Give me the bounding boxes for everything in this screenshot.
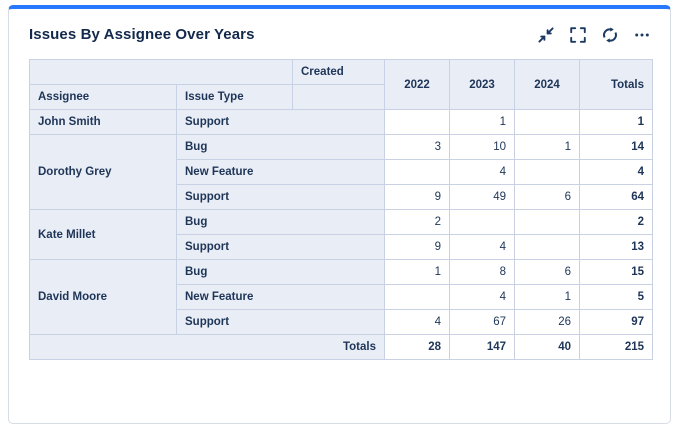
value-cell: 9	[384, 234, 450, 260]
pivot-table: Created 2022 2023 2024 Totals Assignee I…	[29, 59, 653, 360]
assignee-cell[interactable]: David Moore	[29, 259, 177, 335]
more-options-icon[interactable]	[633, 26, 650, 43]
table-row: John Smith Support 1 1	[29, 109, 653, 135]
value-cell: 1	[384, 259, 450, 285]
issue-type-cell[interactable]: New Feature	[176, 284, 385, 310]
assignee-cell[interactable]: Dorothy Grey	[29, 134, 177, 210]
table-row: New Feature 4 1 5	[30, 284, 653, 310]
table-row: David Moore Bug 1 8 6 15	[29, 259, 653, 335]
value-cell	[514, 209, 580, 235]
grand-total-cell: 215	[579, 334, 653, 360]
row-total-cell: 4	[579, 159, 653, 185]
fullscreen-icon[interactable]	[569, 26, 586, 43]
row-total-cell: 2	[579, 209, 653, 235]
assignee-cell[interactable]: John Smith	[29, 109, 177, 135]
value-cell	[384, 284, 450, 310]
column-header-row: Created 2022 2023 2024 Totals	[29, 59, 653, 110]
assignee-dimension-header[interactable]: Assignee	[29, 84, 177, 110]
value-cell: 3	[384, 134, 450, 160]
value-cell: 4	[449, 234, 515, 260]
value-cell: 4	[449, 159, 515, 185]
issue-type-cell[interactable]: Bug	[176, 209, 385, 235]
table-row: Support 9 49 6 64	[30, 184, 653, 210]
column-dimension-header[interactable]: Created	[292, 59, 385, 85]
value-cell: 4	[449, 284, 515, 310]
value-cell: 10	[449, 134, 515, 160]
table-row: Dorothy Grey Bug 3 10 1 14	[29, 134, 653, 210]
issue-type-cell[interactable]: Support	[176, 309, 385, 335]
value-cell: 6	[514, 184, 580, 210]
value-cell: 6	[514, 259, 580, 285]
issue-type-cell[interactable]: Support	[176, 109, 385, 135]
issue-type-dimension-header[interactable]: Issue Type	[176, 84, 293, 110]
blank-header-cell	[292, 84, 385, 110]
value-cell: 67	[449, 309, 515, 335]
value-cell: 9	[384, 184, 450, 210]
value-cell	[384, 109, 450, 135]
value-cell	[449, 209, 515, 235]
value-cell: 1	[514, 284, 580, 310]
grand-total-cell: 28	[384, 334, 450, 360]
value-cell: 26	[514, 309, 580, 335]
year-column-header[interactable]: 2022	[384, 59, 450, 110]
totals-row: Totals 28 147 40 215	[29, 334, 653, 360]
assignee-cell[interactable]: Kate Millet	[29, 209, 177, 260]
issue-type-cell[interactable]: New Feature	[176, 159, 385, 185]
value-cell: 8	[449, 259, 515, 285]
row-dimension-header-row: Assignee Issue Type	[29, 84, 653, 110]
value-cell	[384, 159, 450, 185]
row-total-cell: 15	[579, 259, 653, 285]
row-total-cell: 13	[579, 234, 653, 260]
issue-type-cell[interactable]: Support	[176, 234, 385, 260]
row-total-cell: 14	[579, 134, 653, 160]
year-column-header[interactable]: 2023	[449, 59, 515, 110]
refresh-icon[interactable]	[601, 26, 618, 43]
row-total-cell: 64	[579, 184, 653, 210]
value-cell	[514, 159, 580, 185]
report-widget-card: Issues By Assignee Over Years	[8, 5, 671, 424]
totals-column-header: Totals	[579, 59, 653, 110]
value-cell	[514, 109, 580, 135]
row-total-cell: 97	[579, 309, 653, 335]
year-column-header[interactable]: 2024	[514, 59, 580, 110]
issue-type-cell[interactable]: Support	[176, 184, 385, 210]
totals-row-label: Totals	[29, 334, 385, 360]
table-row: Support 4 67 26 97	[30, 309, 653, 335]
value-cell: 2	[384, 209, 450, 235]
compress-icon[interactable]	[537, 26, 554, 43]
widget-header: Issues By Assignee Over Years	[29, 26, 650, 43]
value-cell: 1	[449, 109, 515, 135]
issue-type-cell[interactable]: Bug	[176, 259, 385, 285]
grand-total-cell: 40	[514, 334, 580, 360]
row-total-cell: 1	[579, 109, 653, 135]
corner-blank-cell	[29, 59, 293, 85]
row-total-cell: 5	[579, 284, 653, 310]
value-cell	[514, 234, 580, 260]
grand-total-cell: 147	[449, 334, 515, 360]
table-row: Kate Millet Bug 2 2	[29, 209, 653, 260]
issue-type-cell[interactable]: Bug	[176, 134, 385, 160]
table-row: New Feature 4 4	[30, 159, 653, 185]
value-cell: 49	[449, 184, 515, 210]
widget-title: Issues By Assignee Over Years	[29, 26, 255, 43]
value-cell: 4	[384, 309, 450, 335]
widget-toolbar	[537, 26, 650, 43]
value-cell: 1	[514, 134, 580, 160]
